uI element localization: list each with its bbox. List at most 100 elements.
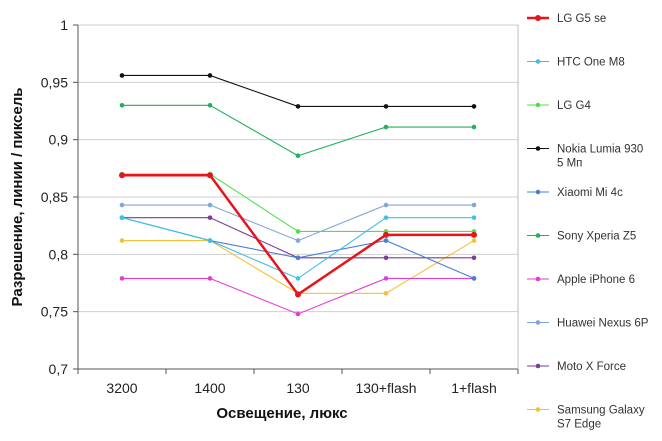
data-point <box>119 238 125 243</box>
series-7 <box>119 202 477 243</box>
y-axis-ticks: 0,7 0,75 0,8 0,85 0,9 0,95 1 <box>41 17 78 377</box>
x-axis-ticks: 3200 1400 130 130+flash 1+flash <box>77 369 519 396</box>
data-point <box>119 102 125 108</box>
legend: LG G5 se HTC One M8 LG G4 Nokia Lumia 930 5 … <box>527 13 649 431</box>
x-tick-label: 1+flash <box>451 380 497 396</box>
legend-label: Apple iPhone 6 <box>557 274 635 286</box>
legend-entry: Nokia Lumia 930 5 Мп <box>527 144 643 170</box>
series-3 <box>119 73 477 109</box>
legend-label: LG G4 <box>557 100 591 112</box>
data-point <box>471 104 477 109</box>
legend-entry: HTC One M8 <box>527 57 625 69</box>
legend-marker <box>535 407 541 412</box>
series-line <box>122 173 474 232</box>
data-point <box>383 231 389 238</box>
data-point <box>295 291 301 298</box>
data-point <box>295 311 301 317</box>
x-tick-label: 1400 <box>194 380 225 396</box>
axes <box>77 25 519 370</box>
legend-label: LG G5 se <box>557 13 606 25</box>
data-point <box>295 255 301 261</box>
legend-label: Sony Xperia Z5 <box>557 231 636 243</box>
legend-marker <box>535 102 541 108</box>
legend-entry: Huawei Nexus 6P <box>527 318 649 330</box>
y-axis-title: Разрешение, линии / пиксель <box>9 88 26 307</box>
legend-entry: LG G5 se <box>527 13 606 25</box>
data-point <box>295 104 301 109</box>
data-point <box>383 202 389 208</box>
legend-marker <box>535 189 541 195</box>
data-point <box>207 202 213 208</box>
data-point <box>119 276 125 281</box>
legend-marker <box>535 363 541 369</box>
data-point <box>383 215 389 220</box>
y-tick-label: 0,75 <box>41 304 68 320</box>
data-point <box>207 276 213 281</box>
x-axis-title: Освещение, люкс <box>216 405 347 422</box>
data-point <box>207 172 213 179</box>
y-tick-label: 0,8 <box>49 246 69 262</box>
data-point <box>207 215 213 220</box>
series-line <box>121 217 475 279</box>
data-point <box>119 202 125 208</box>
series-line <box>122 240 475 294</box>
legend-label: Samsung Galaxy S7 Edge <box>557 405 645 431</box>
legend-marker <box>535 276 541 282</box>
y-tick-label: 0,9 <box>49 132 69 148</box>
data-point <box>207 238 213 243</box>
legend-marker <box>535 15 541 21</box>
legend-entry: Apple iPhone 6 <box>527 274 635 286</box>
legend-marker <box>535 233 541 238</box>
legend-label: Moto X Force <box>557 361 626 373</box>
data-point <box>383 238 389 243</box>
data-point <box>383 124 389 130</box>
data-point <box>471 255 477 261</box>
legend-marker <box>535 146 541 151</box>
data-point <box>295 276 301 281</box>
data-point <box>295 229 301 234</box>
data-point <box>383 255 389 261</box>
data-point <box>207 102 213 108</box>
data-point <box>471 124 477 130</box>
x-tick-label: 130+flash <box>355 380 416 396</box>
y-tick-label: 0,7 <box>49 361 69 377</box>
data-point <box>207 73 213 78</box>
data-point <box>471 238 477 243</box>
grid-lines <box>78 24 518 370</box>
data-point <box>119 73 125 78</box>
legend-marker <box>535 320 541 325</box>
x-tick-label: 3200 <box>106 380 137 396</box>
series-0 <box>119 172 477 298</box>
data-point <box>471 215 477 220</box>
series-line <box>122 74 474 107</box>
y-tick-label: 0,85 <box>41 189 68 205</box>
legend-label: Huawei Nexus 6P <box>557 318 649 330</box>
y-tick-label: 1 <box>60 17 68 33</box>
legend-label: Nokia Lumia 930 5 Мп <box>557 144 643 170</box>
x-tick-label: 130 <box>286 380 310 396</box>
data-point <box>295 238 301 243</box>
data-point <box>383 276 389 281</box>
series-9 <box>119 238 477 296</box>
series-line <box>122 104 474 157</box>
series-line <box>121 217 474 280</box>
data-point <box>383 291 389 296</box>
data-point <box>383 104 389 109</box>
series-line <box>122 217 474 259</box>
data-point <box>119 215 125 220</box>
legend-entry: Xiaomi Mi 4c <box>527 187 623 199</box>
data-point <box>471 231 477 238</box>
legend-entry: Samsung Galaxy S7 Edge <box>527 405 645 431</box>
legend-entry: Moto X Force <box>527 361 626 373</box>
data-point <box>295 153 301 159</box>
data-point <box>119 172 125 179</box>
series-group <box>119 73 477 317</box>
series-8 <box>119 215 477 261</box>
y-tick-label: 0,95 <box>41 74 68 90</box>
series-1 <box>119 215 477 281</box>
series-2 <box>119 171 477 234</box>
legend-marker <box>535 59 541 64</box>
legend-entry: LG G4 <box>527 100 591 112</box>
series-5 <box>119 102 477 159</box>
